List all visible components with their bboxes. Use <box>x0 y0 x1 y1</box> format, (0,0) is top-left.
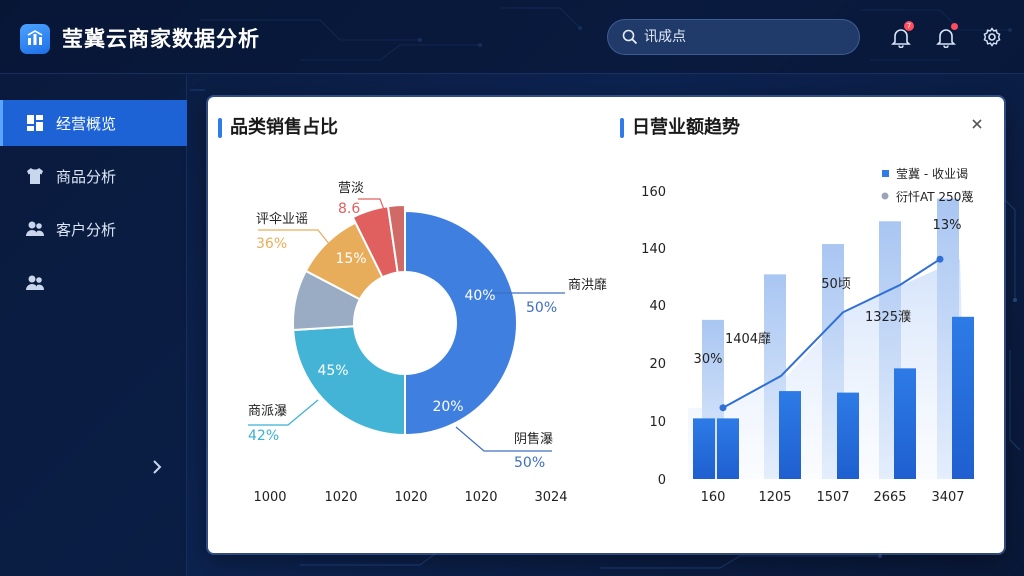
top-header: 莹冀云商家数据分析 7 <box>0 0 1024 74</box>
sidebar-item-label: 经营概览 <box>56 114 117 133</box>
legend-swatch <box>882 170 889 177</box>
sidebar: 经营概览 商品分析 客户分析 <box>0 75 187 576</box>
slice-inner-label: 15% <box>335 251 366 267</box>
logo-icon <box>27 30 43 45</box>
slice-outer-value: 36% <box>256 236 287 252</box>
shirt-icon <box>24 165 46 187</box>
dashboard-icon <box>24 112 46 134</box>
x-tick-label: 3407 <box>931 490 964 505</box>
y-tick-label: 20 <box>649 357 666 372</box>
pie-axis-tick: 3024 <box>534 490 567 505</box>
slice-outer-name: 商派瀑 <box>248 404 287 419</box>
sidebar-item-label: 商品分析 <box>56 167 117 186</box>
revenue-trend-chart: 160 140 40 20 10 0 30%1404靡 50顷 1325濮 13% 160 1205 1… <box>641 167 974 505</box>
x-tick-label: 160 <box>701 490 726 505</box>
legend-label: 莹冀 - 收业谒 <box>896 167 968 181</box>
slice-outer-name: 营淡 <box>338 181 364 196</box>
y-tick-label: 140 <box>641 242 666 257</box>
bar-dark <box>717 418 739 479</box>
y-tick-label: 0 <box>658 473 666 488</box>
slice-outer-name: 商洪靡 <box>568 277 607 293</box>
sidebar-item-members[interactable] <box>0 260 187 306</box>
y-tick-label: 40 <box>649 299 666 314</box>
y-tick-label: 10 <box>649 415 666 430</box>
sidebar-item-label: 客户分析 <box>56 220 117 239</box>
search-input[interactable] <box>644 29 844 45</box>
leader-line <box>248 399 319 426</box>
bar-dark <box>837 392 859 479</box>
x-tick-label: 1507 <box>816 490 849 505</box>
slice-inner-label: 20% <box>432 399 463 415</box>
slice-outer-name: 阴售瀑 <box>514 431 553 447</box>
slice-inner-label: 40% <box>464 288 495 304</box>
bar-card-title: 日营业额趋势 <box>620 117 740 139</box>
search-box[interactable] <box>607 19 860 55</box>
pie-card-title: 品类销售占比 <box>218 117 338 139</box>
search-icon <box>622 29 638 45</box>
notification-badge: 7 <box>904 21 914 31</box>
category-donut-chart: 40% 20% 45% 15% 商洪靡 50% 阴售瀑 50% 商派瀑 42% 评伞业谣 36% 营淡 8… <box>248 181 607 505</box>
alert-dot <box>951 23 958 30</box>
notification-bell-button[interactable]: 7 <box>888 21 914 50</box>
sidebar-item-overview[interactable]: 经营概览 <box>0 100 187 146</box>
app-logo <box>20 24 50 54</box>
slice-outer-value: 42% <box>248 428 279 444</box>
pie-axis-tick: 1020 <box>394 490 427 505</box>
slice-inner-label: 45% <box>317 363 348 379</box>
pie-axis-tick: 1020 <box>464 490 497 505</box>
donut-hole <box>353 271 457 375</box>
sidebar-item-products[interactable]: 商品分析 <box>0 153 187 199</box>
app-title: 莹冀云商家数据分析 <box>62 27 260 51</box>
slice-outer-value: 50% <box>514 455 545 471</box>
x-tick-label: 1205 <box>758 490 791 505</box>
analytics-panel: 品类销售占比 日营业额趋势 40% 20% 45% 15% 商洪靡 50% 阴售瀑 50% 商派… <box>208 97 1004 553</box>
bar-annotation: 30% <box>694 352 723 367</box>
close-icon <box>972 119 982 129</box>
leader-line <box>358 198 387 216</box>
close-button[interactable] <box>971 115 983 134</box>
users-icon <box>24 218 46 240</box>
pie-axis-tick: 1020 <box>324 490 357 505</box>
bar-dark <box>693 418 715 479</box>
leader-line <box>258 229 331 246</box>
trend-point <box>719 404 727 412</box>
pie-axis-tick: 1000 <box>253 490 286 505</box>
bell-icon <box>891 29 911 48</box>
trend-point <box>936 255 944 263</box>
trend-line <box>722 258 941 409</box>
bar-annotation: 50顷 <box>821 277 851 292</box>
alerts-bell-button[interactable] <box>933 23 959 50</box>
bar-dark <box>779 391 801 479</box>
x-tick-label: 2665 <box>873 490 906 505</box>
bar-annotation: 13% <box>933 218 962 233</box>
bar-annotation: 1404靡 <box>725 331 771 347</box>
bar-annotation: 1325濮 <box>865 310 911 325</box>
sidebar-expand-button[interactable] <box>148 458 166 476</box>
slice-outer-value: 8.6 <box>338 201 360 217</box>
y-tick-label: 160 <box>641 185 666 200</box>
sidebar-item-customers[interactable]: 客户分析 <box>0 206 187 252</box>
bar-dark <box>952 316 974 479</box>
legend-label: 衍忏AT 250蔑 <box>896 190 973 204</box>
settings-button[interactable] <box>979 24 1005 50</box>
slice-outer-name: 评伞业谣 <box>256 211 308 227</box>
slice-outer-value: 50% <box>526 300 557 316</box>
bar-dark <box>894 368 916 479</box>
users-icon <box>24 272 46 294</box>
legend-swatch <box>881 192 889 200</box>
leader-line <box>455 426 552 452</box>
chevron-right-icon <box>153 460 162 474</box>
bell-icon <box>936 29 956 48</box>
donut-slice <box>404 209 518 437</box>
gear-icon <box>983 27 1001 47</box>
